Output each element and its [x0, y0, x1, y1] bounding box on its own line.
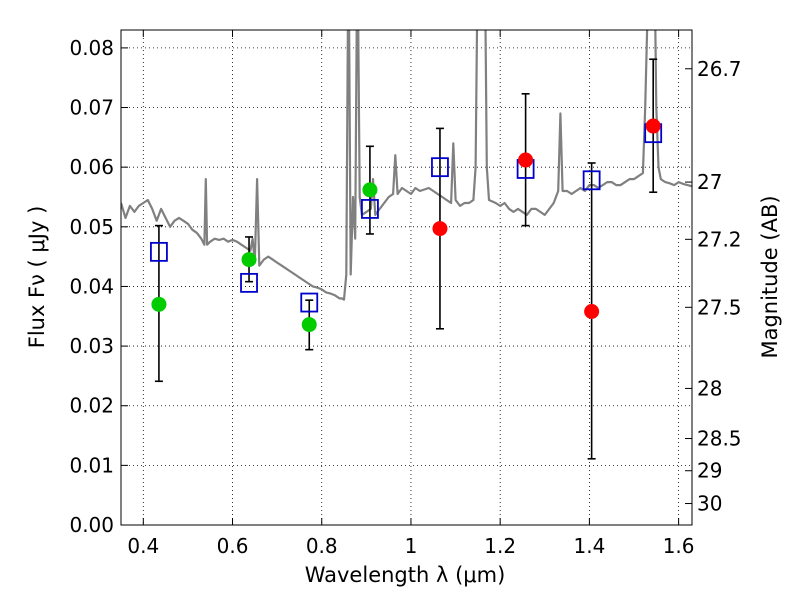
detection-point [241, 252, 257, 268]
right-tick-label: 27.5 [697, 295, 742, 319]
x-tick-label: 0.4 [127, 534, 159, 558]
upper-limit-point [584, 303, 600, 319]
right-tick-label: 28 [697, 376, 722, 400]
model-photometry-square [150, 241, 168, 262]
y-tick-label: 0.05 [69, 215, 114, 239]
x-tick-label: 0.6 [217, 534, 249, 558]
x-tick-label: 1 [405, 534, 418, 558]
right-tick-label: 26.7 [697, 57, 742, 81]
y-tick-label: 0.03 [69, 334, 114, 358]
x-tick-label: 0.8 [306, 534, 338, 558]
model-photometry-square [361, 199, 379, 219]
right-tick-label: 30 [697, 492, 722, 516]
right-tick-label: 27 [697, 170, 722, 194]
model-photometry-square [240, 272, 258, 293]
detection-point [151, 296, 167, 312]
model-photometry-square [582, 170, 601, 191]
y-tick-label: 0.01 [69, 453, 114, 477]
y-tick-label: 0.00 [69, 513, 114, 537]
ticks: 0.4 0.6 0.8 1 1.2 1.4 1.6 0.00 0.01 0.02 0.03 0.04 0… [69, 30, 742, 558]
upper-limit-point [645, 118, 661, 134]
right-axis-label: Magnitude (AB) [758, 195, 782, 358]
right-tick-label: 29 [697, 459, 722, 483]
y-tick-label: 0.02 [69, 394, 114, 418]
right-tick-label: 27.2 [697, 227, 742, 251]
plot-frame [120, 29, 693, 526]
model-spectrum-line [121, 30, 692, 301]
x-tick-label: 1.4 [573, 534, 605, 558]
y-tick-label: 0.07 [69, 96, 114, 120]
detection-point [301, 317, 317, 333]
y-tick-label: 0.06 [69, 155, 114, 179]
upper-limit-point [518, 152, 534, 168]
right-tick-label: 28.5 [697, 427, 742, 451]
x-axis-label: Wavelength λ (μm) [305, 563, 506, 587]
y-tick-label: 0.08 [69, 36, 114, 60]
detection-point [362, 182, 378, 198]
model-photometry-square [431, 157, 449, 178]
model-photometry-square [300, 292, 319, 313]
x-tick-label: 1.2 [484, 534, 516, 558]
x-tick-label: 1.6 [663, 534, 695, 558]
y-tick-label: 0.04 [69, 274, 114, 298]
grid-lines [121, 30, 692, 525]
upper-limit-point [432, 221, 448, 237]
plot-area [121, 30, 692, 460]
y-axis-label: Flux Fν ( μJy ) [25, 206, 49, 349]
